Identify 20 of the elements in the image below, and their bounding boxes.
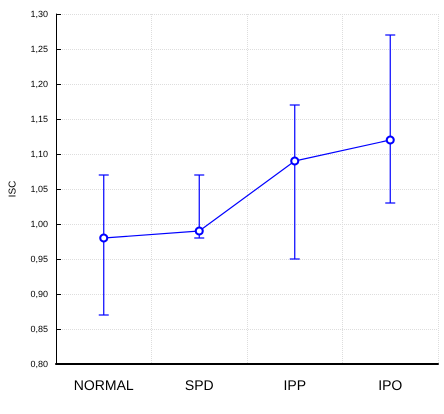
y-tick-label: 1,20 <box>30 79 48 89</box>
x-tick-label: IPO <box>378 377 402 393</box>
y-tick-label: 1,15 <box>30 114 48 124</box>
point <box>99 234 108 242</box>
y-tick-label: 0,85 <box>30 324 48 334</box>
point <box>290 156 300 166</box>
y-tick-label: 1,30 <box>30 9 48 19</box>
y-axis-title: ISC <box>8 180 18 198</box>
y-tick-label: 1,25 <box>30 44 48 54</box>
y-tick-label: 0,80 <box>30 359 48 369</box>
y-tick-label: 1,05 <box>30 184 48 194</box>
y-tick-label: 1,00 <box>30 219 48 229</box>
x-tick-label: IPP <box>283 377 306 393</box>
x-tick-label: SPD <box>184 377 214 393</box>
x-tick-label: NORMAL <box>74 377 134 393</box>
point <box>194 226 204 236</box>
point <box>386 136 395 144</box>
y-tick-label: 1,10 <box>30 149 48 159</box>
y-tick-label: 0,95 <box>30 254 48 264</box>
y-tick-label: 0,90 <box>30 289 48 299</box>
